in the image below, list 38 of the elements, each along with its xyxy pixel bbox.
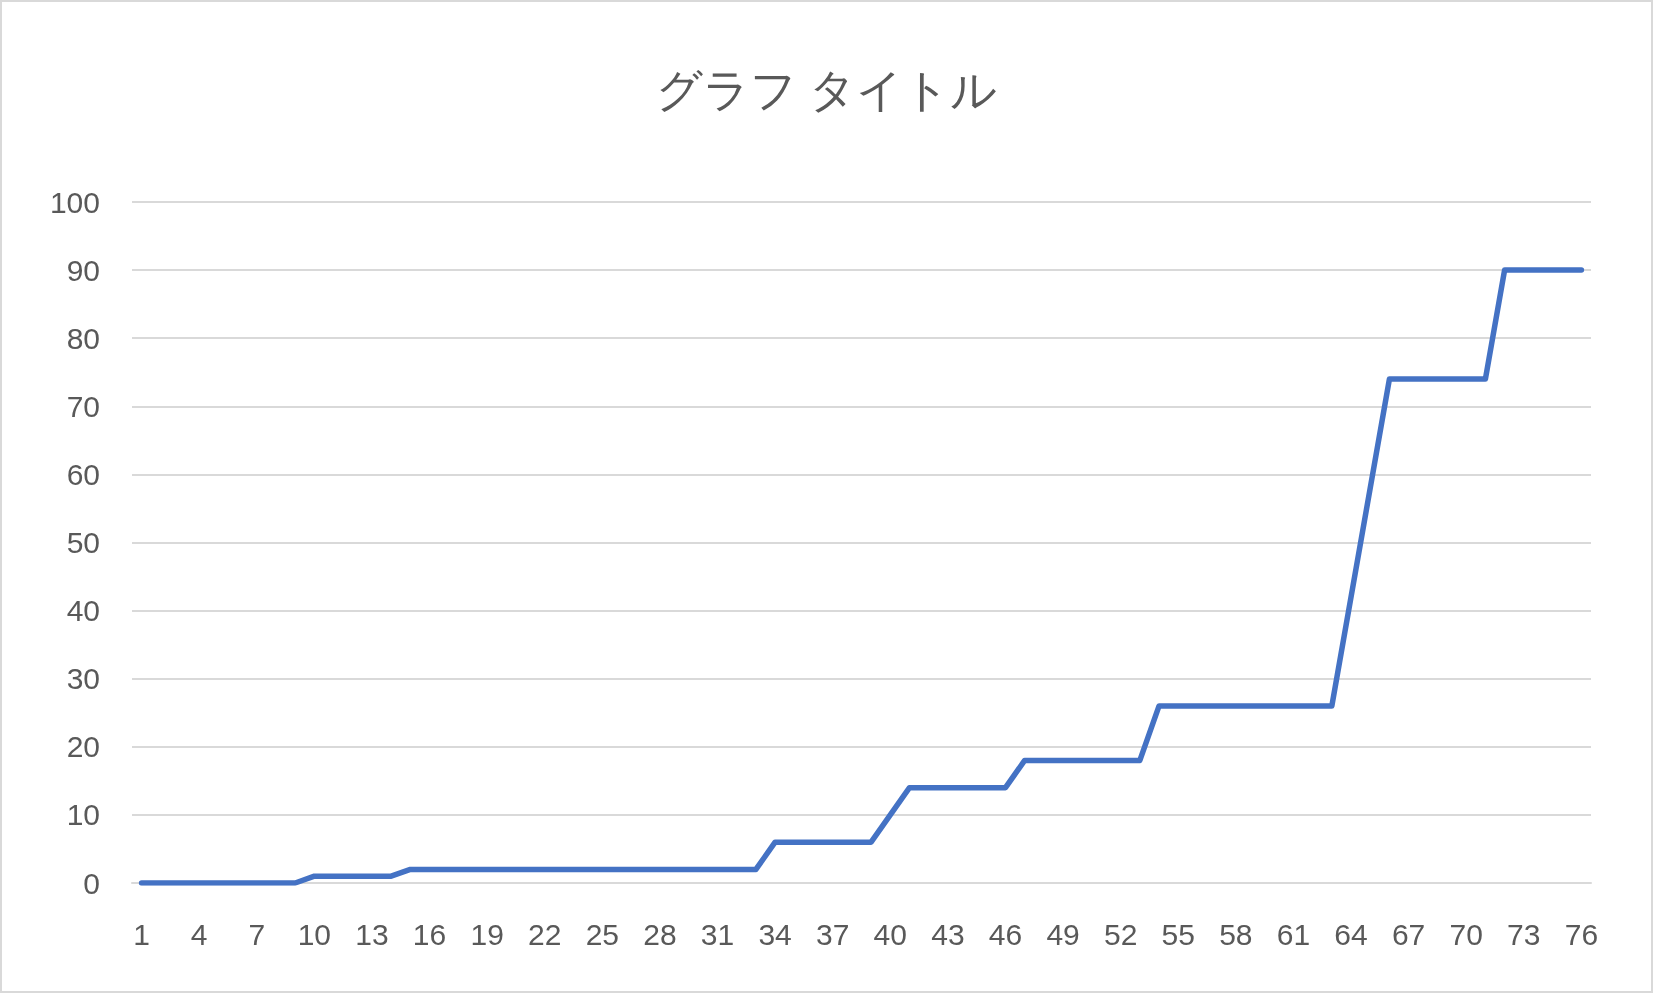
y-tick-label: 10 (66, 798, 100, 832)
x-tick-label: 19 (470, 917, 504, 951)
y-tick-label: 20 (66, 730, 100, 764)
chart-title: グラフ タイトル (655, 64, 998, 116)
x-tick-label: 43 (931, 917, 965, 951)
y-tick-label: 100 (49, 185, 100, 219)
x-tick-label: 13 (355, 917, 389, 951)
x-tick-label: 1 (133, 917, 150, 951)
x-tick-label: 22 (528, 917, 562, 951)
x-tick-label: 31 (700, 917, 735, 951)
y-tick-label: 0 (83, 866, 100, 900)
y-tick-label: 70 (66, 389, 100, 423)
x-tick-label: 40 (873, 917, 907, 951)
x-tick-label: 52 (1103, 917, 1138, 951)
x-tick-label: 37 (816, 917, 850, 951)
x-tick-label: 58 (1219, 917, 1253, 951)
x-tick-label: 16 (412, 917, 447, 951)
x-tick-label: 70 (1449, 917, 1483, 951)
y-tick-label: 60 (66, 457, 100, 491)
y-tick-label: 90 (66, 253, 100, 287)
x-tick-label: 7 (248, 917, 266, 951)
x-tick-label: 46 (988, 917, 1023, 951)
x-tick-label: 4 (190, 917, 208, 951)
x-tick-label: 64 (1334, 917, 1368, 951)
x-tick-label: 76 (1564, 917, 1599, 951)
x-tick-label: 73 (1507, 917, 1541, 951)
y-tick-label: 30 (66, 662, 100, 696)
y-tick-label: 40 (66, 594, 100, 628)
x-tick-label: 49 (1046, 917, 1080, 951)
y-tick-label: 80 (66, 321, 100, 355)
x-tick-label: 10 (297, 917, 332, 951)
x-tick-label: 55 (1161, 917, 1195, 951)
x-tick-label: 67 (1391, 917, 1426, 951)
x-tick-label: 61 (1276, 917, 1311, 951)
x-tick-label: 28 (643, 917, 677, 951)
y-tick-label: 50 (66, 526, 100, 559)
x-tick-label: 25 (585, 917, 620, 951)
x-tick-label: 34 (758, 917, 792, 951)
